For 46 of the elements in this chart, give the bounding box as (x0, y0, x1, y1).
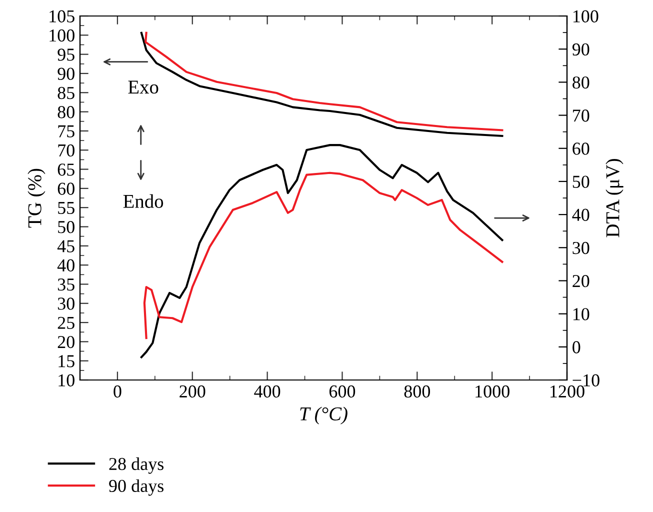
y-tick-label: 15 (58, 355, 74, 368)
x-tick-label: 600 (329, 385, 356, 398)
y2-tick-label: 30 (572, 242, 590, 254)
y-tick-label: 90 (58, 68, 74, 80)
x-tick-label: 400 (254, 385, 280, 398)
y2-tick-label: 0 (572, 341, 580, 354)
y-tick-label: 100 (50, 29, 74, 42)
y-tick-label: 60 (58, 182, 74, 195)
y-tick-label: 55 (58, 202, 74, 214)
y-tick-label: 105 (50, 10, 74, 22)
y-tick-label: 45 (57, 240, 74, 252)
y2-tick-label: 70 (573, 110, 590, 122)
x-tick-label: 1000 (476, 385, 510, 398)
y-tick-label: 35 (58, 278, 74, 291)
y2-tick-label: 80 (572, 76, 590, 89)
y2-tick-label: 50 (572, 176, 590, 188)
x-tick-label: 1200 (550, 385, 584, 398)
y2-tick-label: 60 (572, 142, 590, 155)
x-tick-label: 800 (404, 385, 430, 398)
x-tick-label: 0 (114, 385, 122, 398)
y-axis-title: TG (%) (28, 168, 46, 228)
y2-tick-label: 10 (573, 308, 590, 320)
y2-axis-title: DTA (μV) (606, 159, 624, 238)
y-tick-label: 30 (58, 298, 74, 310)
y-tick-label: 95 (58, 48, 74, 61)
legend-label: 90 days (109, 479, 164, 496)
y-tick-label: 75 (58, 125, 74, 138)
y2-tick-label: 100 (573, 10, 598, 22)
y-tick-label: 70 (58, 144, 74, 157)
annotation: Exo (128, 80, 158, 94)
y-tick-label: 85 (58, 86, 74, 100)
y-tick-label: 10 (58, 374, 74, 386)
legend-label: 28 days (109, 457, 164, 474)
y2-tick-label: 90 (572, 43, 590, 56)
y2-tick-label: −10 (572, 374, 600, 386)
y-tick-label: 40 (57, 259, 74, 272)
y-tick-label: 50 (58, 220, 74, 234)
y-tick-label: 20 (58, 336, 74, 348)
y2-tick-label: 20 (572, 274, 590, 288)
y-tick-label: 25 (58, 316, 74, 329)
x-tick-label: 200 (180, 385, 206, 398)
y2-tick-label: 40 (572, 208, 590, 221)
annotation: Endo (123, 194, 164, 208)
y-tick-label: 65 (58, 164, 74, 176)
y-tick-label: 80 (58, 106, 74, 118)
x-axis-title: T (°C) (300, 406, 348, 424)
